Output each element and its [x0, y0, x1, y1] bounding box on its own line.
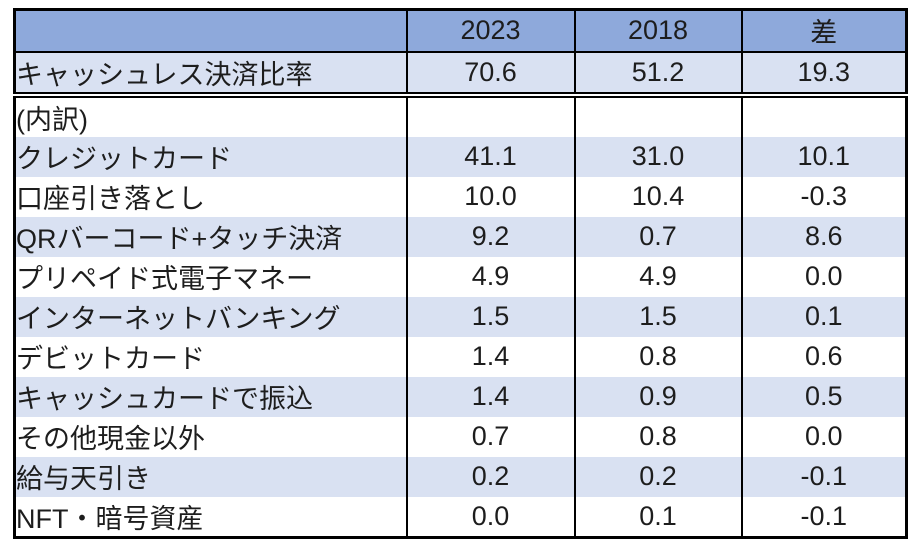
summary-value-diff: 19.3: [740, 51, 907, 98]
table-row: QRバーコード+タッチ決済 9.2 0.7 8.6: [14, 216, 907, 257]
value-2018: 4.9: [573, 256, 742, 297]
summary-row: キャッシュレス決済比率 70.6 51.2 19.3: [14, 51, 907, 98]
value-diff: 0.6: [740, 336, 907, 377]
value-2023: 0.7: [405, 416, 575, 457]
value-2018: 10.4: [573, 176, 742, 217]
value-diff: 0.5: [740, 376, 907, 417]
table-row: キャッシュカードで振込 1.4 0.9 0.5: [14, 376, 907, 417]
row-label: QRバーコード+タッチ決済: [16, 224, 343, 254]
value-diff: 10.1: [740, 136, 907, 177]
col-header-diff: 差: [740, 9, 907, 53]
table-row: デビットカード 1.4 0.8 0.6: [14, 336, 907, 377]
value-2018: 1.5: [573, 296, 742, 337]
summary-value-2023: 70.6: [405, 51, 575, 98]
value-diff: -0.3: [740, 176, 907, 217]
value-2023: 9.2: [405, 216, 575, 257]
cashless-ratio-table-container: 2023 2018 差 キャッシュレス決済比率 70.6 51.2 19.3 (…: [13, 8, 908, 539]
row-label: キャッシュカードで振込: [16, 384, 313, 414]
table-row: NFT・暗号資産 0.0 0.1 -0.1: [14, 496, 907, 537]
row-label: クレジットカード: [16, 144, 232, 174]
summary-label: キャッシュレス決済比率: [14, 51, 407, 98]
value-2018: 0.1: [573, 496, 742, 537]
row-label: その他現金以外: [16, 424, 205, 454]
row-label: NFT・暗号資産: [16, 503, 204, 534]
row-label: 口座引き落とし: [16, 184, 205, 214]
empty-cell: [573, 94, 742, 137]
cashless-ratio-table: 2023 2018 差 キャッシュレス決済比率 70.6 51.2 19.3 (…: [13, 8, 908, 539]
value-diff: 0.0: [740, 256, 907, 297]
row-label: インターネットバンキング: [16, 304, 341, 334]
col-header-2023: 2023: [405, 9, 575, 53]
breakdown-body: (内訳): [14, 94, 907, 137]
table-row: インターネットバンキング 1.5 1.5 0.1: [14, 296, 907, 337]
value-2023: 4.9: [405, 256, 575, 297]
value-2018: 0.2: [573, 456, 742, 497]
value-diff: -0.1: [740, 456, 907, 497]
value-2023: 0.0: [405, 496, 575, 537]
value-2023: 0.2: [405, 456, 575, 497]
value-2018: 31.0: [573, 136, 742, 177]
value-2018: 0.8: [573, 336, 742, 377]
table-row: 給与天引き 0.2 0.2 -0.1: [14, 456, 907, 497]
value-2018: 0.9: [573, 376, 742, 417]
summary-value-2018: 51.2: [573, 51, 742, 98]
value-2023: 1.4: [405, 376, 575, 417]
table-row: プリペイド式電子マネー 4.9 4.9 0.0: [14, 256, 907, 297]
row-label: デビットカード: [16, 344, 205, 374]
empty-cell: [740, 94, 907, 137]
row-label: 給与天引き: [16, 464, 151, 494]
value-2023: 1.5: [405, 296, 575, 337]
breakdown-caption: (内訳): [16, 104, 88, 135]
value-2023: 41.1: [405, 136, 575, 177]
summary-body: キャッシュレス決済比率 70.6 51.2 19.3: [14, 51, 907, 98]
value-2018: 0.8: [573, 416, 742, 457]
value-2018: 0.7: [573, 216, 742, 257]
value-diff: 8.6: [740, 216, 907, 257]
table-row: その他現金以外 0.7 0.8 0.0: [14, 416, 907, 457]
value-diff: 0.0: [740, 416, 907, 457]
table-row: クレジットカード 41.1 31.0 10.1: [14, 136, 907, 177]
breakdown-rows: クレジットカード 41.1 31.0 10.1 口座引き落とし 10.0 10.…: [14, 136, 907, 537]
header-row: 2023 2018 差: [14, 9, 907, 53]
value-diff: 0.1: [740, 296, 907, 337]
row-label: プリペイド式電子マネー: [16, 264, 313, 294]
table-header: 2023 2018 差: [14, 9, 907, 53]
table-row: 口座引き落とし 10.0 10.4 -0.3: [14, 176, 907, 217]
value-diff: -0.1: [740, 496, 907, 537]
empty-cell: [405, 94, 575, 137]
value-2023: 1.4: [405, 336, 575, 377]
value-2023: 10.0: [405, 176, 575, 217]
col-header-2018: 2018: [573, 9, 742, 53]
col-header-blank: [14, 9, 407, 53]
breakdown-caption-row: (内訳): [14, 94, 907, 137]
